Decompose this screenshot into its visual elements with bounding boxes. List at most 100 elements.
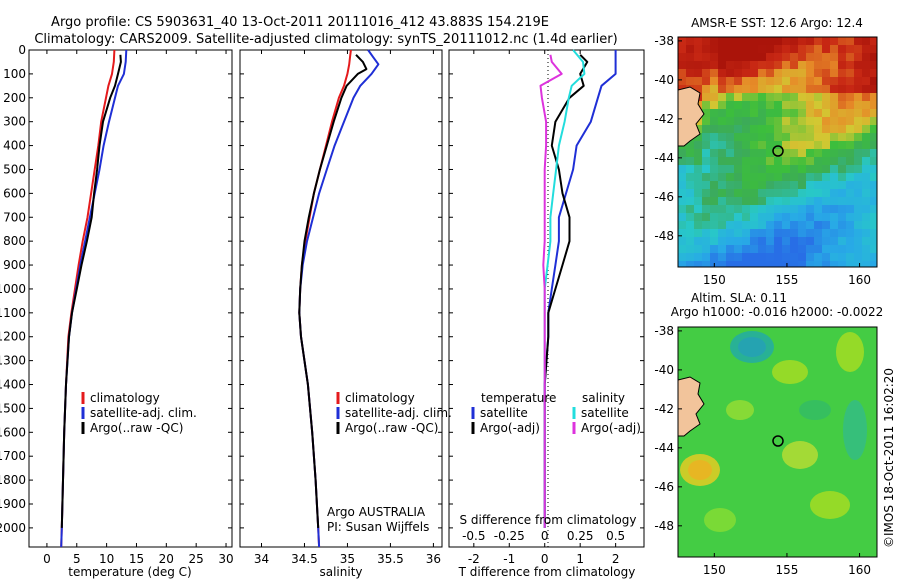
sst-cell [830, 181, 838, 189]
sst-cell [718, 205, 726, 213]
depth-tick-label: 1500 [0, 401, 26, 415]
sst-map-frame [677, 36, 878, 268]
sst-cell [822, 85, 830, 93]
sst-cell [726, 77, 734, 85]
sst-cell [678, 77, 686, 85]
sst-cell [686, 61, 694, 69]
sst-cell [846, 189, 854, 197]
sst-cell [726, 69, 734, 77]
sst-cell [862, 85, 870, 93]
depth-tick-label: 1800 [0, 473, 26, 487]
sst-cell [806, 165, 814, 173]
sst-cell [726, 245, 734, 253]
sst-cell [774, 197, 782, 205]
lon-tick-label: 155 [775, 563, 798, 577]
sst-cell [678, 221, 686, 229]
sst-cell [726, 61, 734, 69]
sst-cell [870, 37, 877, 45]
sst-cell [870, 261, 877, 267]
salinity-panel: 34 34.5 35 35.5 36 salinity climatologysatel… [239, 49, 452, 579]
sst-cell [854, 157, 862, 165]
sst-cell [822, 213, 830, 221]
sst-cell [862, 237, 870, 245]
x-tick-label: -1 [503, 552, 515, 566]
sst-cell [798, 221, 806, 229]
sst-cell [846, 173, 854, 181]
sst-cell [734, 69, 742, 77]
sst-cell [710, 93, 718, 101]
sst-cell [758, 261, 766, 267]
sst-cell [846, 109, 854, 117]
sst-cell [822, 165, 830, 173]
sst-cell [782, 157, 790, 165]
sst-cell [822, 221, 830, 229]
sst-cell [790, 141, 798, 149]
sst-cell [782, 45, 790, 53]
sst-cell [790, 181, 798, 189]
sst-cell [694, 77, 702, 85]
sst-cell [814, 109, 822, 117]
sst-cell [822, 141, 830, 149]
sst-cell [830, 149, 838, 157]
sst-cell [774, 245, 782, 253]
sst-cell [782, 37, 790, 45]
sst-cell [854, 125, 862, 133]
depth-tick-label: 1600 [0, 425, 26, 439]
sst-cell [870, 101, 877, 109]
sst-cell [774, 253, 782, 261]
sst-cell [870, 181, 877, 189]
sst-cell [830, 133, 838, 141]
sst-cell [710, 149, 718, 157]
sst-cell [862, 181, 870, 189]
sst-cell [686, 221, 694, 229]
sst-cell [758, 109, 766, 117]
sst-cell [702, 221, 710, 229]
sst-cell [734, 221, 742, 229]
sst-cell [726, 101, 734, 109]
sst-cell [798, 141, 806, 149]
sst-cell [814, 125, 822, 133]
sst-cell [766, 237, 774, 245]
sst-cell [798, 261, 806, 267]
difference-legend: temperature salinitysatelliteArgo(-adj)sa… [471, 391, 641, 435]
sst-cell [854, 253, 862, 261]
legend-label: Argo(-adj) [480, 421, 540, 435]
sst-cell [726, 133, 734, 141]
sst-cell [742, 173, 750, 181]
sst-cell [830, 125, 838, 133]
sst-cell [766, 157, 774, 165]
sst-cell [806, 45, 814, 53]
sst-cell [846, 77, 854, 85]
sst-cell [742, 125, 750, 133]
sst-cell [750, 181, 758, 189]
sst-cell [750, 69, 758, 77]
sst-cell [854, 117, 862, 125]
sst-cell [758, 181, 766, 189]
sst-cell [854, 45, 862, 53]
x-tick-label: 0 [43, 552, 51, 566]
sst-cell [750, 117, 758, 125]
sst-cell [862, 45, 870, 53]
x-tick-label: 25 [189, 552, 204, 566]
difference-panel: -2 -1 0 1 2 T difference from climatology S … [448, 49, 645, 579]
sst-cell [774, 117, 782, 125]
sst-cell [750, 53, 758, 61]
satellite-clim-line [60, 49, 128, 548]
sst-cell [702, 69, 710, 77]
sst-cell [782, 141, 790, 149]
sst-cell [734, 245, 742, 253]
argo-program-note: Argo AUSTRALIA [327, 505, 426, 519]
sst-cell [854, 69, 862, 77]
x-tick-label: 30 [218, 552, 233, 566]
sst-cell [678, 61, 686, 69]
s-satellite-diff-line [543, 49, 586, 528]
sst-cell [830, 45, 838, 53]
sst-cell [822, 189, 830, 197]
sst-cell [678, 53, 686, 61]
sst-cell [734, 125, 742, 133]
sst-cell [750, 165, 758, 173]
sst-cell [854, 197, 862, 205]
sst-cell [798, 109, 806, 117]
sst-cell [750, 245, 758, 253]
sst-cell [726, 85, 734, 93]
